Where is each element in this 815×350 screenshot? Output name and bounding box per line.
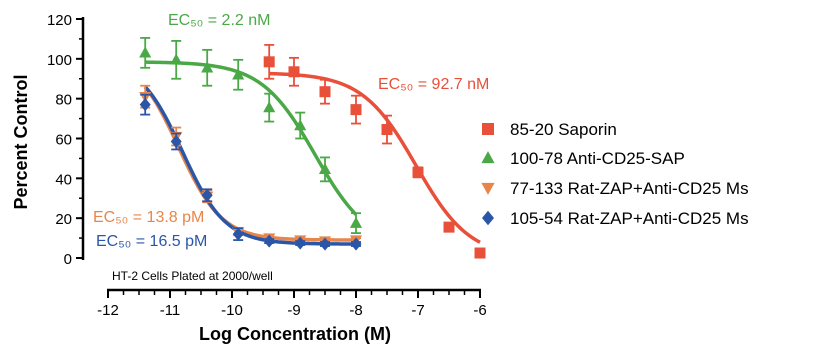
data-point <box>263 234 275 248</box>
data-point <box>232 227 244 241</box>
y-tick-label: 40 <box>55 171 72 188</box>
data-point <box>350 104 362 116</box>
legend-marker <box>481 151 495 164</box>
data-point <box>232 68 245 80</box>
x-tick-label: -10 <box>221 302 243 319</box>
data-points <box>139 37 486 259</box>
data-point <box>318 163 332 175</box>
x-tick-label: -9 <box>287 302 300 319</box>
legend-marker <box>481 182 495 195</box>
legend-label: 85-20 Saporin <box>510 120 617 139</box>
data-point <box>201 61 214 73</box>
x-tick-label: -12 <box>97 302 119 319</box>
data-point <box>294 119 307 131</box>
ec50-annotation: EC₅₀ = 92.7 nM <box>378 76 489 93</box>
y-axis-title: Percent Control <box>11 74 31 209</box>
data-point <box>170 53 183 65</box>
legend-label: 100-78 Anti-CD25-SAP <box>510 149 685 168</box>
y-tick-label: 60 <box>55 132 72 149</box>
legend: 85-20 Saporin 100-78 Anti-CD25-SAP 77-133 … <box>481 120 749 228</box>
x-tick-label: -8 <box>349 302 362 319</box>
data-point <box>170 134 182 149</box>
data-point <box>294 236 306 250</box>
data-point <box>139 46 152 58</box>
x-tick-label: -7 <box>411 302 424 319</box>
data-point <box>263 101 276 113</box>
data-point <box>412 166 424 178</box>
y-tick-label: 20 <box>55 211 72 228</box>
y-tick-label: 120 <box>47 12 72 29</box>
ec50-annotation: EC₅₀ = 13.8 pM <box>93 209 204 226</box>
legend-marker <box>482 210 494 226</box>
ec50-annotations: EC₅₀ = 2.2 nM EC₅₀ = 92.7 nM EC₅₀ = 13.8 p… <box>93 12 489 250</box>
data-point <box>319 237 331 251</box>
ec50-annotation: EC₅₀ = 2.2 nM <box>168 12 270 29</box>
ec50-annotation: EC₅₀ = 16.5 pM <box>96 233 207 250</box>
x-tick-label: -11 <box>160 302 181 319</box>
plating-note: HT-2 Cells Plated at 2000/well <box>112 269 273 283</box>
data-point <box>288 66 300 78</box>
data-point <box>263 56 275 68</box>
data-point <box>349 216 363 228</box>
data-point <box>350 237 362 251</box>
x-tick-label: -6 <box>473 302 486 319</box>
data-point <box>319 86 331 98</box>
axes: 0 20 40 60 80 100 120 -12 -11 -10 -9 -8 -7 -6 <box>47 12 487 319</box>
data-point <box>381 124 393 136</box>
data-point <box>474 247 486 259</box>
y-tick-label: 80 <box>55 92 72 109</box>
data-point <box>443 221 455 233</box>
x-axis-title: Log Concentration (M) <box>199 324 391 344</box>
legend-label: 77-133 Rat-ZAP+Anti-CD25 Ms <box>510 179 749 198</box>
legend-marker <box>482 123 494 135</box>
legend-label: 105-54 Rat-ZAP+Anti-CD25 Ms <box>510 209 749 228</box>
y-tick-label: 0 <box>64 251 72 268</box>
data-point <box>201 188 213 202</box>
fit-curve <box>269 71 481 244</box>
y-tick-label: 100 <box>47 52 72 69</box>
data-point <box>139 98 151 112</box>
